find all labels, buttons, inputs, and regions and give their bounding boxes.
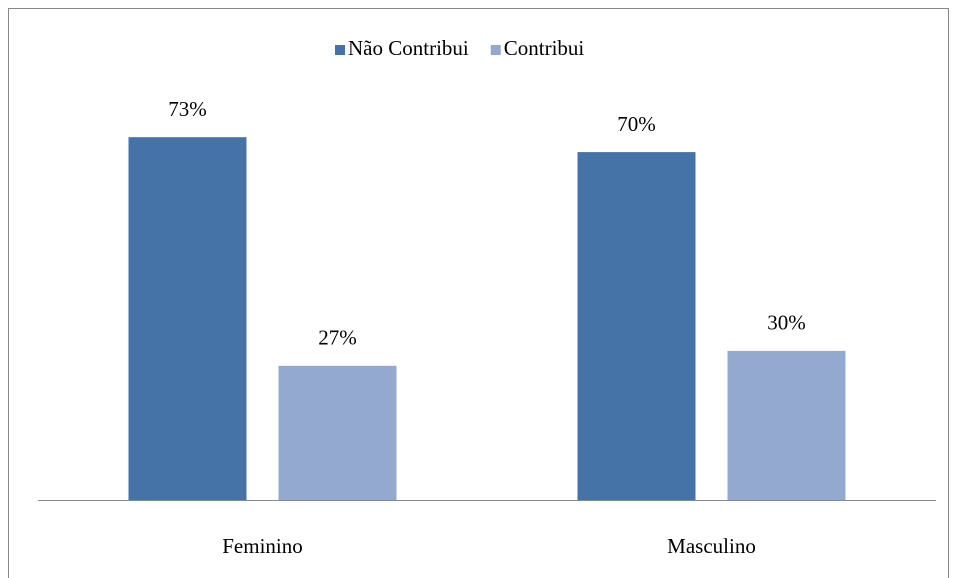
data-label: 27% bbox=[318, 326, 357, 350]
legend-swatch bbox=[335, 45, 345, 55]
bar bbox=[577, 152, 696, 500]
bar bbox=[278, 365, 397, 500]
x-tick-label: Feminino bbox=[222, 534, 303, 558]
bar bbox=[727, 350, 846, 500]
legend-swatch bbox=[490, 45, 501, 55]
x-tick-label: Masculino bbox=[667, 534, 756, 558]
bar bbox=[128, 137, 247, 500]
legend-label: Não Contribui bbox=[348, 36, 469, 60]
data-label: 73% bbox=[168, 97, 207, 121]
legend-label: Contribui bbox=[504, 36, 585, 60]
data-label: 70% bbox=[617, 112, 656, 136]
data-label: 30% bbox=[767, 311, 806, 335]
